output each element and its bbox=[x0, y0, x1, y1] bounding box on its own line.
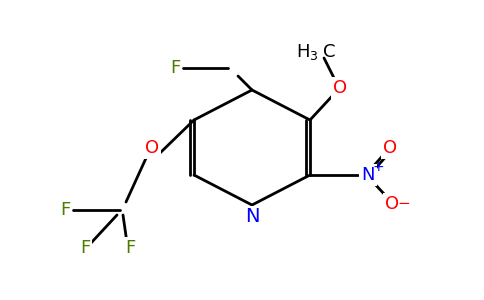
Text: F: F bbox=[60, 201, 70, 219]
Text: O: O bbox=[385, 195, 399, 213]
Text: O: O bbox=[145, 139, 159, 157]
Text: N: N bbox=[245, 208, 259, 226]
Text: F: F bbox=[125, 239, 135, 257]
Text: H: H bbox=[297, 43, 310, 61]
Text: F: F bbox=[170, 59, 180, 77]
Text: O: O bbox=[383, 139, 397, 157]
Text: +: + bbox=[372, 160, 384, 174]
Text: C: C bbox=[323, 43, 335, 61]
Text: F: F bbox=[80, 239, 90, 257]
Text: 3: 3 bbox=[309, 50, 317, 62]
Text: N: N bbox=[361, 166, 375, 184]
Text: O: O bbox=[333, 79, 347, 97]
Text: −: − bbox=[398, 196, 410, 211]
